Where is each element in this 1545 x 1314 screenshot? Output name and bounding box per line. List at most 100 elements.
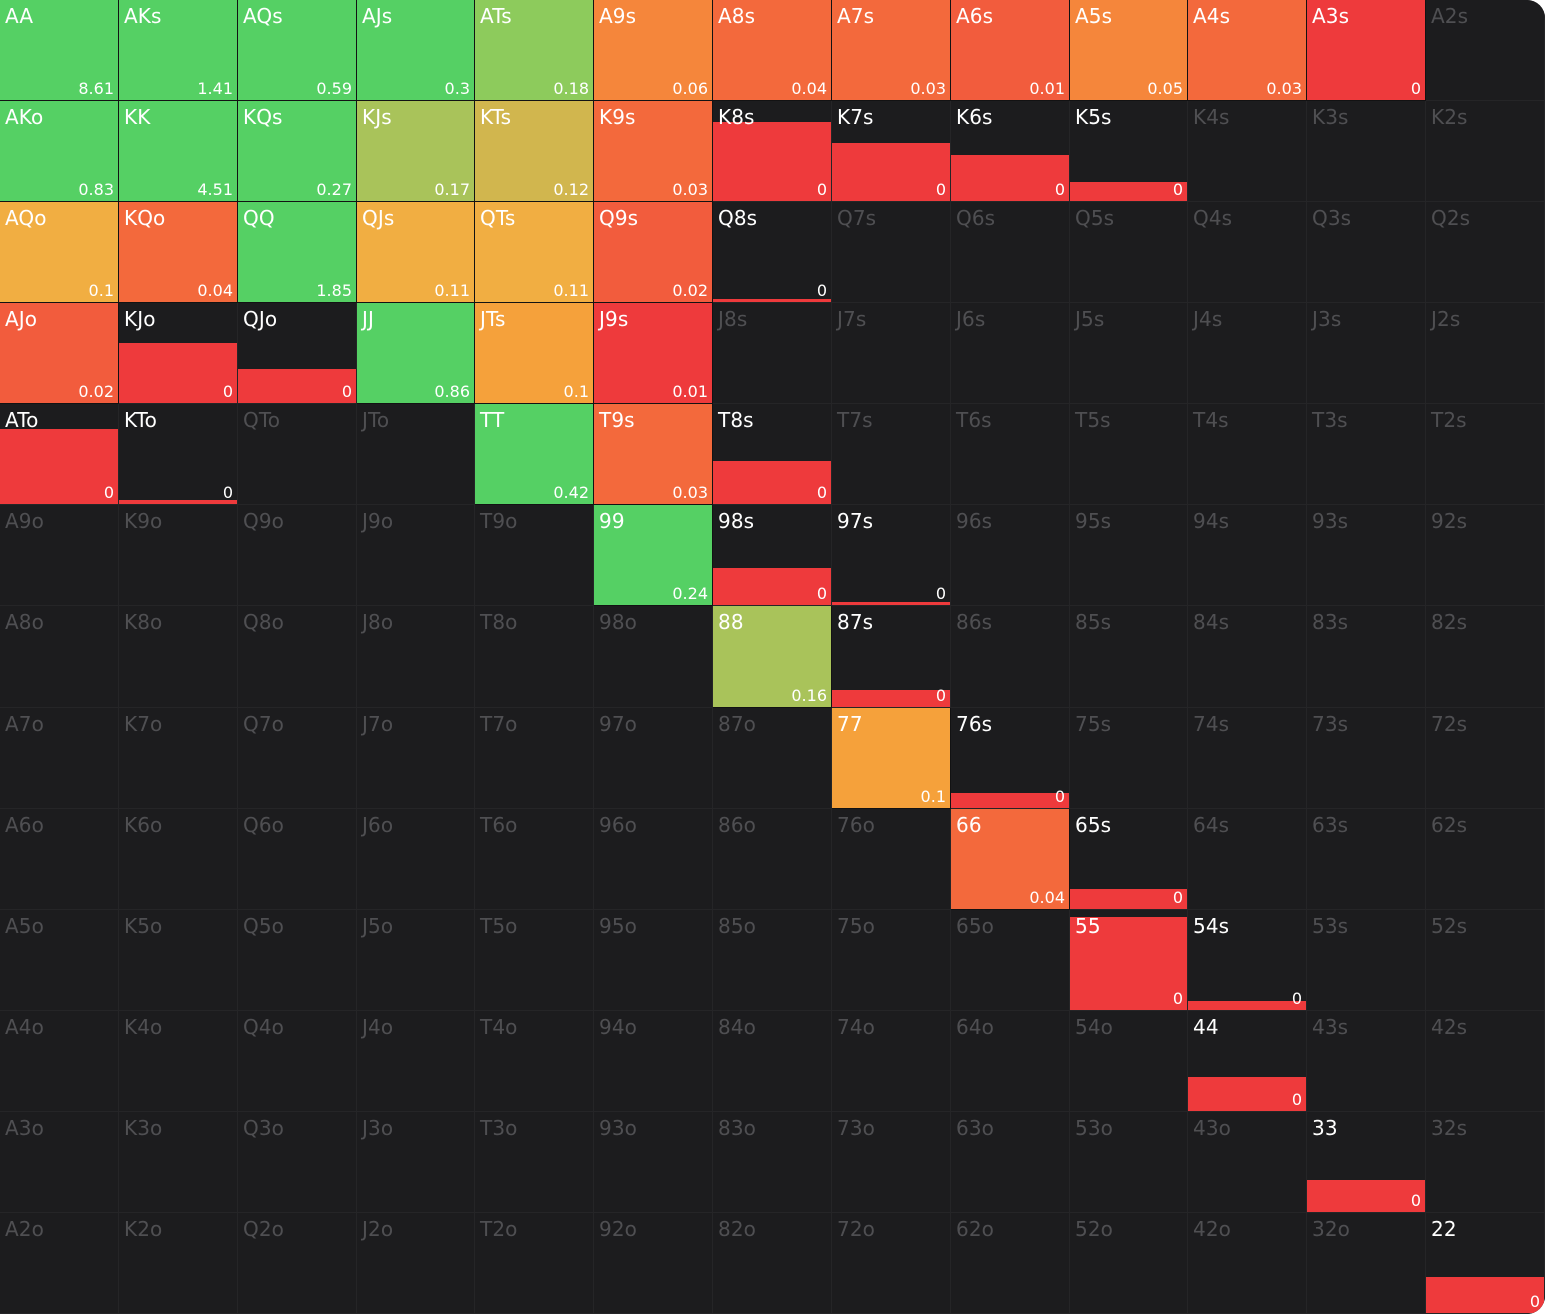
hand-cell-t8s[interactable]: T8s 0 (713, 404, 832, 505)
hand-cell-53s[interactable]: 53s (1307, 910, 1426, 1011)
hand-cell-75o[interactable]: 75o (832, 910, 951, 1011)
hand-cell-22[interactable]: 22 0 (1426, 1213, 1545, 1314)
hand-cell-k3s[interactable]: K3s (1307, 101, 1426, 202)
hand-cell-aqo[interactable]: AQo 0.1 (0, 202, 119, 303)
hand-cell-a3o[interactable]: A3o (0, 1112, 119, 1213)
hand-cell-kjs[interactable]: KJs 0.17 (357, 101, 475, 202)
hand-cell-74s[interactable]: 74s (1188, 708, 1307, 809)
hand-cell-73s[interactable]: 73s (1307, 708, 1426, 809)
hand-cell-j3o[interactable]: J3o (357, 1112, 475, 1213)
hand-cell-t4o[interactable]: T4o (475, 1011, 594, 1112)
hand-cell-q3o[interactable]: Q3o (238, 1112, 357, 1213)
hand-cell-q5s[interactable]: Q5s (1070, 202, 1188, 303)
hand-cell-q8o[interactable]: Q8o (238, 606, 357, 708)
hand-cell-94o[interactable]: 94o (594, 1011, 713, 1112)
hand-cell-t9s[interactable]: T9s 0.03 (594, 404, 713, 505)
hand-cell-t5s[interactable]: T5s (1070, 404, 1188, 505)
hand-cell-72o[interactable]: 72o (832, 1213, 951, 1314)
hand-cell-q4s[interactable]: Q4s (1188, 202, 1307, 303)
hand-cell-ajs[interactable]: AJs 0.3 (357, 0, 475, 101)
hand-cell-94s[interactable]: 94s (1188, 505, 1307, 606)
hand-cell-t7s[interactable]: T7s (832, 404, 951, 505)
hand-cell-83s[interactable]: 83s (1307, 606, 1426, 708)
hand-cell-t2o[interactable]: T2o (475, 1213, 594, 1314)
hand-cell-j6o[interactable]: J6o (357, 809, 475, 910)
hand-cell-85o[interactable]: 85o (713, 910, 832, 1011)
hand-cell-q7s[interactable]: Q7s (832, 202, 951, 303)
hand-cell-ajo[interactable]: AJo 0.02 (0, 303, 119, 404)
hand-cell-86o[interactable]: 86o (713, 809, 832, 910)
hand-cell-66[interactable]: 66 0.04 (951, 809, 1070, 910)
hand-cell-k8s[interactable]: K8s 0 (713, 101, 832, 202)
hand-cell-jts[interactable]: JTs 0.1 (475, 303, 594, 404)
hand-cell-kk[interactable]: KK 4.51 (119, 101, 238, 202)
hand-cell-k2o[interactable]: K2o (119, 1213, 238, 1314)
hand-cell-q9s[interactable]: Q9s 0.02 (594, 202, 713, 303)
hand-cell-ato[interactable]: ATo 0 (0, 404, 119, 505)
hand-cell-q6s[interactable]: Q6s (951, 202, 1070, 303)
hand-cell-77[interactable]: 77 0.1 (832, 708, 951, 809)
hand-cell-t3o[interactable]: T3o (475, 1112, 594, 1213)
hand-cell-92s[interactable]: 92s (1426, 505, 1545, 606)
hand-cell-54s[interactable]: 54s 0 (1188, 910, 1307, 1011)
hand-cell-jto[interactable]: JTo (357, 404, 475, 505)
hand-cell-t6s[interactable]: T6s (951, 404, 1070, 505)
hand-cell-q2s[interactable]: Q2s (1426, 202, 1545, 303)
hand-cell-84o[interactable]: 84o (713, 1011, 832, 1112)
hand-cell-j5s[interactable]: J5s (1070, 303, 1188, 404)
hand-cell-kqs[interactable]: KQs 0.27 (238, 101, 357, 202)
hand-cell-k2s[interactable]: K2s (1426, 101, 1545, 202)
hand-cell-52o[interactable]: 52o (1070, 1213, 1188, 1314)
hand-cell-87o[interactable]: 87o (713, 708, 832, 809)
hand-cell-a7o[interactable]: A7o (0, 708, 119, 809)
hand-cell-a9o[interactable]: A9o (0, 505, 119, 606)
hand-cell-kto[interactable]: KTo 0 (119, 404, 238, 505)
hand-cell-q5o[interactable]: Q5o (238, 910, 357, 1011)
hand-cell-q9o[interactable]: Q9o (238, 505, 357, 606)
hand-cell-65s[interactable]: 65s 0 (1070, 809, 1188, 910)
hand-cell-j3s[interactable]: J3s (1307, 303, 1426, 404)
hand-cell-t6o[interactable]: T6o (475, 809, 594, 910)
hand-cell-92o[interactable]: 92o (594, 1213, 713, 1314)
hand-cell-t7o[interactable]: T7o (475, 708, 594, 809)
hand-cell-j8o[interactable]: J8o (357, 606, 475, 708)
hand-cell-j6s[interactable]: J6s (951, 303, 1070, 404)
hand-cell-53o[interactable]: 53o (1070, 1112, 1188, 1213)
hand-cell-j2s[interactable]: J2s (1426, 303, 1545, 404)
hand-cell-k7o[interactable]: K7o (119, 708, 238, 809)
hand-cell-63o[interactable]: 63o (951, 1112, 1070, 1213)
hand-cell-83o[interactable]: 83o (713, 1112, 832, 1213)
hand-cell-76s[interactable]: 76s 0 (951, 708, 1070, 809)
hand-cell-93s[interactable]: 93s (1307, 505, 1426, 606)
hand-cell-93o[interactable]: 93o (594, 1112, 713, 1213)
hand-cell-86s[interactable]: 86s (951, 606, 1070, 708)
hand-cell-ats[interactable]: ATs 0.18 (475, 0, 594, 101)
hand-cell-q6o[interactable]: Q6o (238, 809, 357, 910)
hand-cell-43s[interactable]: 43s (1307, 1011, 1426, 1112)
hand-cell-t3s[interactable]: T3s (1307, 404, 1426, 505)
hand-cell-75s[interactable]: 75s (1070, 708, 1188, 809)
hand-cell-52s[interactable]: 52s (1426, 910, 1545, 1011)
hand-cell-j9s[interactable]: J9s 0.01 (594, 303, 713, 404)
hand-cell-t8o[interactable]: T8o (475, 606, 594, 708)
hand-cell-qts[interactable]: QTs 0.11 (475, 202, 594, 303)
hand-cell-98s[interactable]: 98s 0 (713, 505, 832, 606)
hand-cell-aks[interactable]: AKs 1.41 (119, 0, 238, 101)
hand-cell-t4s[interactable]: T4s (1188, 404, 1307, 505)
hand-cell-a7s[interactable]: A7s 0.03 (832, 0, 951, 101)
hand-cell-73o[interactable]: 73o (832, 1112, 951, 1213)
hand-cell-k9o[interactable]: K9o (119, 505, 238, 606)
hand-cell-q8s[interactable]: Q8s 0 (713, 202, 832, 303)
hand-cell-j2o[interactable]: J2o (357, 1213, 475, 1314)
hand-cell-j9o[interactable]: J9o (357, 505, 475, 606)
hand-cell-k9s[interactable]: K9s 0.03 (594, 101, 713, 202)
hand-cell-96s[interactable]: 96s (951, 505, 1070, 606)
hand-cell-84s[interactable]: 84s (1188, 606, 1307, 708)
hand-cell-qjo[interactable]: QJo 0 (238, 303, 357, 404)
hand-cell-aa[interactable]: AA 8.61 (0, 0, 119, 101)
hand-cell-k3o[interactable]: K3o (119, 1112, 238, 1213)
hand-cell-k5s[interactable]: K5s 0 (1070, 101, 1188, 202)
hand-cell-88[interactable]: 88 0.16 (713, 606, 832, 708)
hand-cell-q3s[interactable]: Q3s (1307, 202, 1426, 303)
hand-cell-j8s[interactable]: J8s (713, 303, 832, 404)
